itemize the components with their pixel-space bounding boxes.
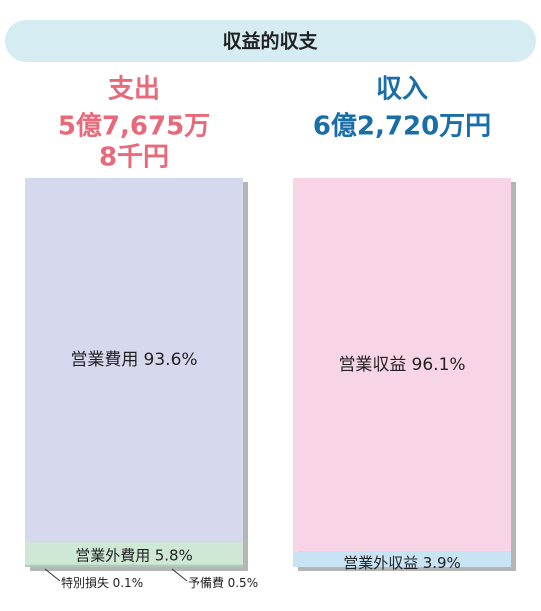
column-heading: 収入 bbox=[376, 75, 428, 105]
segment-name: 営業収益 bbox=[338, 355, 406, 375]
segment-name: 営業外費用 bbox=[75, 546, 150, 564]
segment bbox=[25, 565, 243, 567]
segment-value: 0.5% bbox=[228, 576, 259, 590]
column-heading: 支出 bbox=[108, 75, 160, 105]
segment-label: 営業外費用 5.8% bbox=[75, 546, 193, 564]
segment-label: 営業費用 93.6% bbox=[70, 350, 197, 370]
segment-value: 3.9% bbox=[423, 553, 461, 571]
segment-value: 96.1% bbox=[412, 355, 466, 375]
segment-name: 特別損失 bbox=[61, 575, 109, 590]
column-total: 5億7,675万 bbox=[58, 112, 210, 142]
segment-label: 特別損失 0.1% bbox=[61, 575, 143, 590]
segment-label: 予備費 0.5% bbox=[188, 575, 258, 590]
segment-name: 予備費 bbox=[188, 575, 224, 590]
segment-value: 5.8% bbox=[155, 546, 193, 564]
segment-name: 営業費用 bbox=[70, 350, 138, 370]
segment-value: 0.1% bbox=[113, 576, 144, 590]
segment-label: 営業外収益 3.9% bbox=[343, 553, 461, 571]
segment-name: 営業外収益 bbox=[343, 553, 418, 571]
column-total: 8千円 bbox=[99, 143, 169, 173]
segment-value: 93.6% bbox=[144, 350, 198, 370]
chart-title: 収益的収支 bbox=[222, 30, 318, 53]
segment-label: 営業収益 96.1% bbox=[338, 355, 465, 375]
column-total: 6億2,720万円 bbox=[313, 112, 491, 142]
